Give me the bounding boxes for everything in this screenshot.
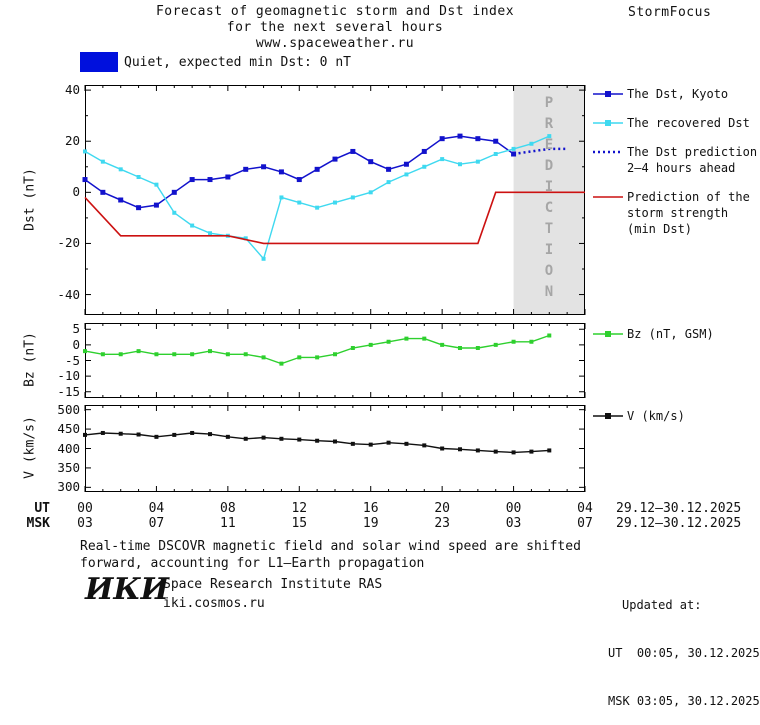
xtick-ut-0: 00 bbox=[77, 501, 93, 516]
institute-name: Space Research Institute RAS bbox=[163, 577, 383, 592]
v-axis-title: V (km/s) bbox=[22, 416, 38, 479]
ytick-v-350: 350 bbox=[57, 459, 80, 475]
legend-v-item-0: V (km/s) bbox=[593, 408, 760, 424]
quiet-status-label: Quiet, expected min Dst: 0 nT bbox=[124, 55, 351, 70]
ytick-v-300: 300 bbox=[57, 479, 80, 495]
prediction-band-label: PREDICTION bbox=[541, 95, 557, 305]
ytick-dst-40: 40 bbox=[64, 82, 80, 98]
title-line-2: for the next several hours bbox=[226, 20, 444, 35]
page-title: Forecast of geomagnetic storm and Dst in… bbox=[85, 4, 585, 52]
chart-panel-v bbox=[83, 405, 586, 492]
chart-panel-dst bbox=[82, 85, 586, 315]
xtick-msk-4: 19 bbox=[362, 516, 379, 531]
footer-note-line-1: Real-time DSCOVR magnetic field and sola… bbox=[80, 539, 581, 554]
legend-label-line: Prediction of the bbox=[627, 190, 750, 204]
legend-swatch-icon bbox=[593, 120, 623, 126]
msk-date-range: 29.12–30.12.2025 bbox=[616, 516, 742, 531]
legend-swatch-icon bbox=[593, 331, 623, 337]
series-dst-0 bbox=[84, 135, 515, 209]
msk-row-label: MSK bbox=[26, 516, 50, 531]
updated-label: Updated at: bbox=[622, 598, 702, 612]
xtick-ut-6: 00 bbox=[505, 501, 522, 516]
ytick-bz-0: 0 bbox=[72, 336, 80, 352]
legend-swatch-icon bbox=[593, 91, 623, 97]
xtick-msk-5: 23 bbox=[434, 516, 450, 531]
series-dst-3 bbox=[84, 191, 585, 245]
ytick-dst-20: 20 bbox=[64, 133, 80, 149]
prediction-band bbox=[513, 85, 585, 315]
xtick-ut-1: 04 bbox=[148, 501, 165, 516]
ytick-dst-0: 0 bbox=[72, 184, 80, 200]
chart-panel-bz bbox=[83, 323, 586, 398]
ut-date-range: 29.12–30.12.2025 bbox=[616, 501, 742, 516]
legend-dst-item-2: The Dst prediction 2–4 hours ahead bbox=[593, 144, 760, 176]
xtick-msk-3: 15 bbox=[291, 516, 308, 531]
ytick-bz--10: -10 bbox=[57, 368, 80, 384]
brand-stormfocus: StormFocus bbox=[628, 5, 712, 20]
iki-logo: ИКИ bbox=[85, 572, 169, 607]
legend-label-line: The Dst, Kyoto bbox=[627, 87, 729, 101]
xtick-msk-2: 11 bbox=[220, 516, 236, 531]
legend-label-line: The recovered Dst bbox=[627, 116, 750, 130]
ytick-v-500: 500 bbox=[57, 401, 80, 417]
quiet-status-swatch bbox=[80, 52, 118, 72]
dst-axis-title: Dst (nT) bbox=[22, 168, 38, 231]
updated-msk: MSK 03:05, 30.12.2025 bbox=[608, 694, 760, 708]
title-line-3: www.spaceweather.ru bbox=[255, 36, 415, 51]
legend-label-line: V (km/s) bbox=[627, 409, 685, 423]
title-line-1: Forecast of geomagnetic storm and Dst in… bbox=[155, 4, 515, 19]
footer-note-line-2: forward, accounting for L1–Earth propaga… bbox=[80, 556, 425, 571]
xtick-msk-6: 03 bbox=[505, 516, 522, 531]
legend-label-line: storm strength bbox=[627, 206, 729, 220]
legend-dst-item-1: The recovered Dst bbox=[593, 115, 760, 131]
xtick-msk-0: 03 bbox=[77, 516, 93, 531]
legend-bz-item-0: Bz (nT, GSM) bbox=[593, 326, 760, 342]
legend-swatch-icon bbox=[593, 413, 623, 419]
xtick-ut-5: 20 bbox=[434, 501, 450, 516]
legend-dst-item-3: Prediction of the storm strength (min Dst) bbox=[593, 189, 760, 237]
xtick-msk-7: 07 bbox=[577, 516, 593, 531]
xtick-ut-3: 12 bbox=[291, 501, 308, 516]
legend-label-line: 2–4 hours ahead bbox=[627, 161, 736, 175]
legend-swatch-icon bbox=[593, 196, 623, 198]
ytick-dst--20: -20 bbox=[57, 235, 80, 251]
ytick-v-450: 450 bbox=[57, 421, 80, 437]
ytick-bz--5: -5 bbox=[64, 352, 80, 368]
ytick-dst--40: -40 bbox=[57, 286, 80, 302]
legend-label-line: The Dst prediction bbox=[627, 145, 758, 159]
legend-dst-item-0: The Dst, Kyoto bbox=[593, 86, 760, 102]
legend-label-line: Bz (nT, GSM) bbox=[627, 327, 714, 341]
legend-label-line: (min Dst) bbox=[627, 222, 693, 236]
footer-note: Real-time DSCOVR magnetic field and sola… bbox=[80, 538, 581, 572]
ytick-v-400: 400 bbox=[57, 440, 80, 456]
xtick-ut-2: 08 bbox=[220, 501, 236, 516]
ut-row-label: UT bbox=[34, 501, 50, 516]
xtick-ut-7: 04 bbox=[577, 501, 593, 516]
xtick-msk-1: 07 bbox=[148, 516, 165, 531]
ytick-bz-5: 5 bbox=[72, 321, 80, 337]
xtick-ut-4: 16 bbox=[362, 501, 379, 516]
institute-website: iki.cosmos.ru bbox=[163, 596, 265, 611]
updated-ut: UT 00:05, 30.12.2025 bbox=[608, 646, 760, 660]
ytick-bz--15: -15 bbox=[57, 383, 80, 399]
updated-block: Updated at: UT 00:05, 30.12.2025 MSK 03:… bbox=[608, 565, 760, 725]
legend-swatch-icon bbox=[593, 150, 623, 154]
